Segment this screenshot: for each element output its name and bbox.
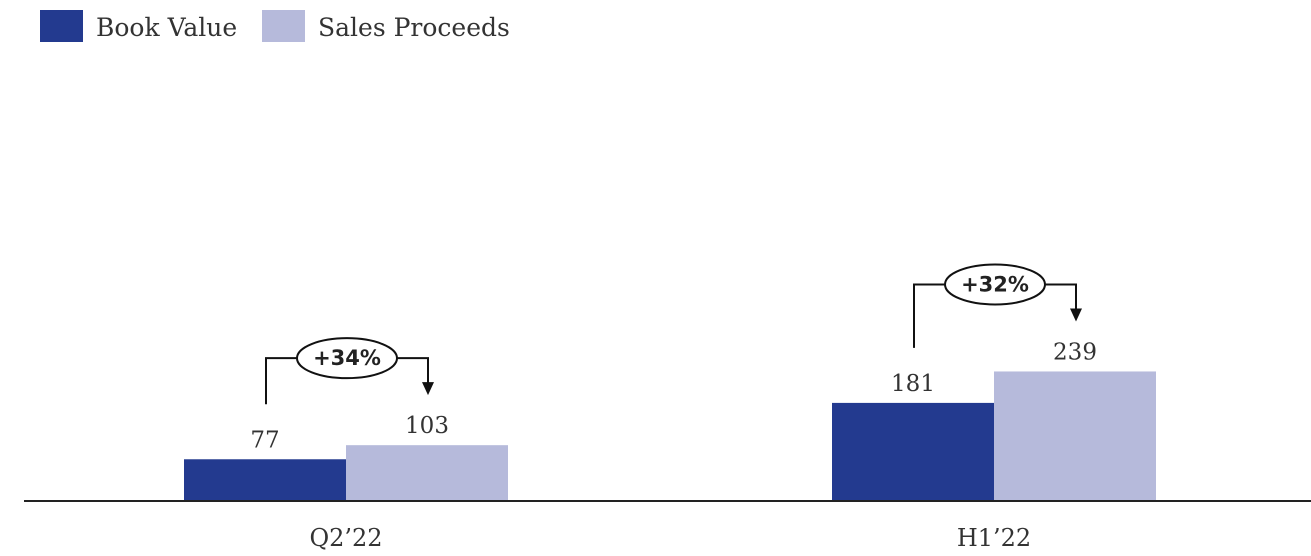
value-label-book-value-1: 181 <box>891 371 935 397</box>
growth-label-0: +34% <box>313 346 381 370</box>
bars-group: 77 103 181 239 <box>184 339 1156 501</box>
legend: Book Value Sales Proceeds <box>40 10 510 42</box>
growth-badge-1 <box>944 263 1046 306</box>
arrow-head-0 <box>422 382 434 396</box>
category-label-0: Q2’22 <box>309 524 382 552</box>
bar-sales-proceeds-1 <box>994 371 1156 501</box>
value-label-sales-proceeds-1: 239 <box>1053 339 1097 365</box>
value-label-book-value-0: 77 <box>250 427 279 453</box>
annotations-group: +34% +32% <box>265 263 1082 405</box>
legend-swatch-book-value <box>40 10 83 42</box>
legend-label-sales-proceeds: Sales Proceeds <box>318 13 510 42</box>
growth-label-1: +32% <box>961 272 1029 296</box>
bar-book-value-0 <box>184 459 346 501</box>
category-labels: Q2’22 H1’22 <box>309 524 1031 552</box>
category-label-1: H1’22 <box>957 524 1031 552</box>
legend-label-book-value: Book Value <box>96 13 237 42</box>
value-label-sales-proceeds-0: 103 <box>405 413 449 439</box>
legend-swatch-sales-proceeds <box>262 10 305 42</box>
growth-badge-0 <box>296 337 398 380</box>
bar-sales-proceeds-0 <box>346 445 508 501</box>
bar-book-value-1 <box>832 402 994 501</box>
arrow-head-1 <box>1070 308 1082 322</box>
